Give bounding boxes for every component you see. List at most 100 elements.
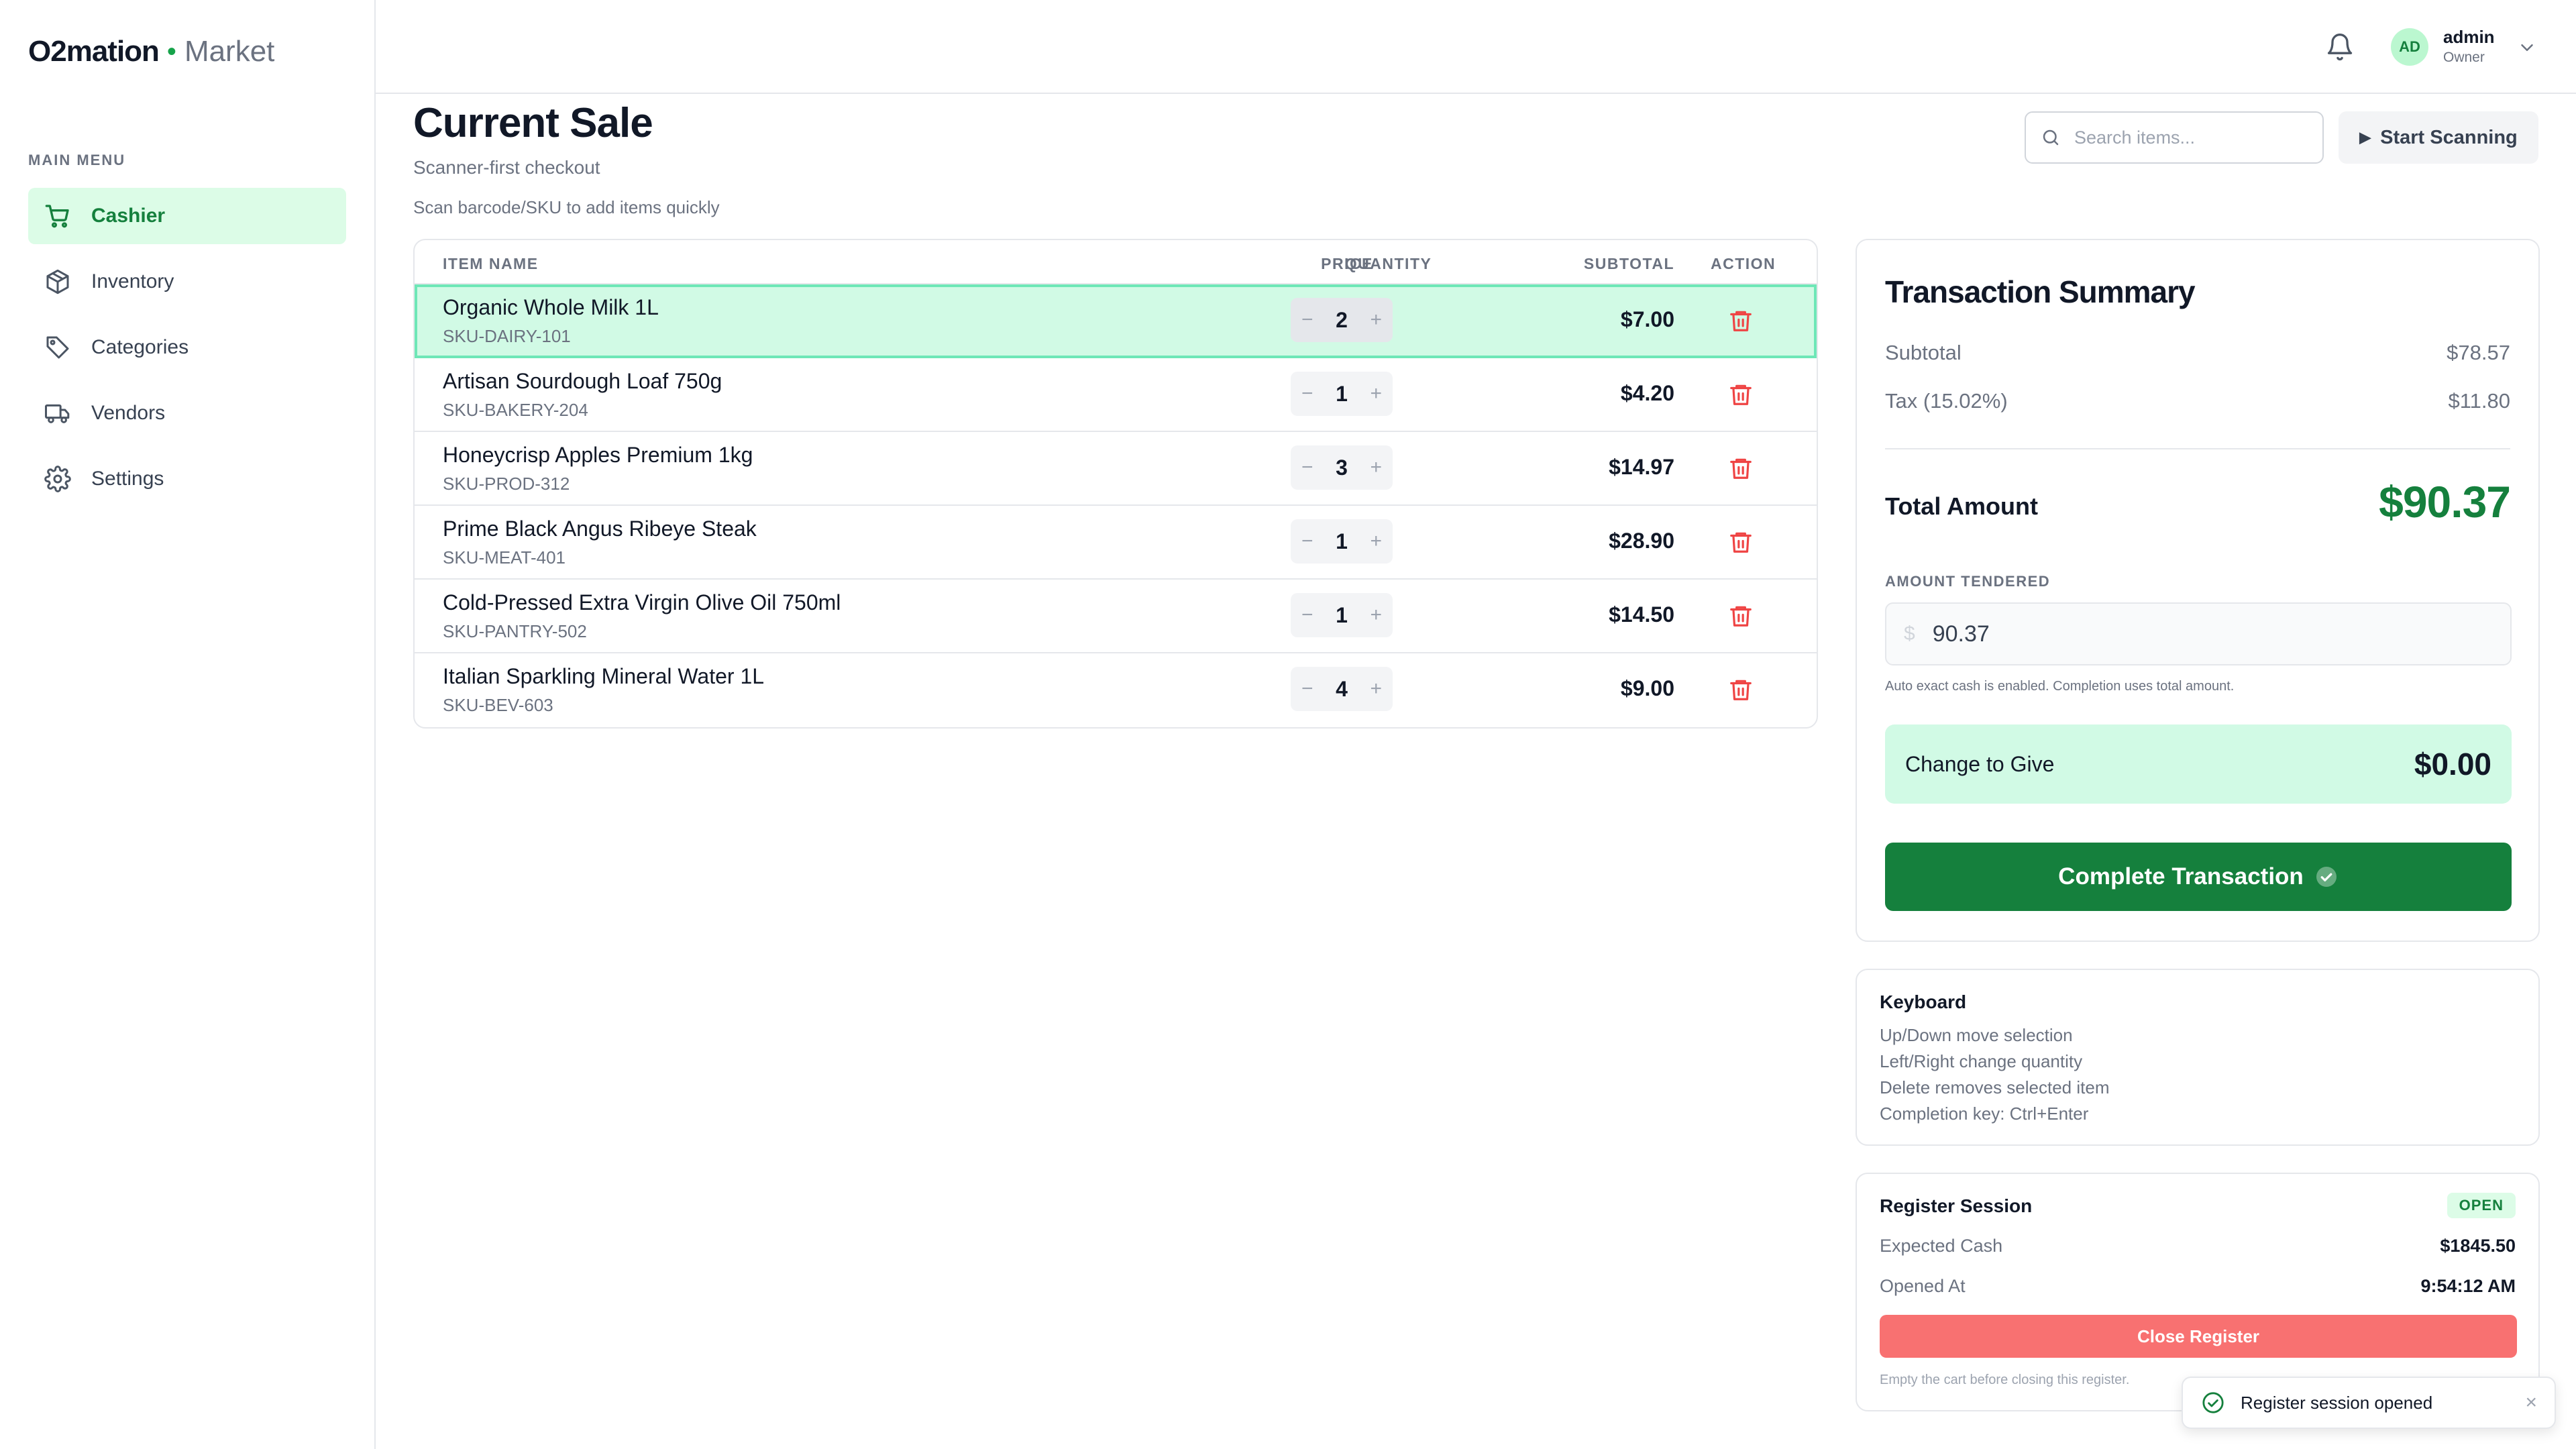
item-name: Cold-Pressed Extra Virgin Olive Oil 750m…: [443, 590, 841, 614]
amount-tendered-input[interactable]: [1932, 621, 2469, 647]
table-row[interactable]: Organic Whole Milk 1L SKU-DAIRY-101 $3.5…: [415, 284, 1817, 358]
sidebar-item-label: Inventory: [91, 270, 174, 292]
decrement-button[interactable]: −: [1301, 678, 1313, 700]
table-header: ITEM NAME PRICE QUANTITY SUBTOTAL ACTION: [415, 240, 1817, 284]
page-subtitle: Scanner-first checkout: [413, 157, 600, 178]
bell-icon[interactable]: [2325, 31, 2355, 63]
item-sku: SKU-MEAT-401: [443, 547, 566, 568]
expected-cash-label: Expected Cash: [1880, 1236, 2003, 1256]
column-header-price: PRICE: [1321, 255, 1373, 272]
sidebar-item-cashier[interactable]: Cashier: [28, 188, 346, 244]
sidebar: O2mation • Market MAIN MENU Cashier Inve…: [0, 0, 376, 1449]
table-row[interactable]: Artisan Sourdough Loaf 750g SKU-BAKERY-2…: [415, 358, 1817, 432]
trash-icon[interactable]: [1728, 381, 1754, 408]
total-amount-label: Total Amount: [1885, 492, 2038, 520]
item-subtotal: $4.20: [1620, 381, 1674, 405]
column-header-subtotal: SUBTOTAL: [1583, 255, 1674, 272]
user-name[interactable]: admin: [2443, 27, 2495, 47]
toast-message: Register session opened: [2241, 1392, 2433, 1413]
item-sku: SKU-DAIRY-101: [443, 326, 571, 346]
subtotal-line: Subtotal $78.57: [1885, 341, 2510, 365]
chevron-down-icon[interactable]: [2517, 38, 2537, 58]
brand-logo[interactable]: O2mation • Market: [28, 35, 274, 68]
decrement-button[interactable]: −: [1301, 309, 1313, 331]
increment-button[interactable]: +: [1370, 456, 1382, 478]
tendered-note: Auto exact cash is enabled. Completion u…: [1885, 679, 2235, 694]
item-subtotal: $28.90: [1609, 529, 1674, 553]
trash-icon[interactable]: [1728, 529, 1754, 555]
item-sku: SKU-PROD-312: [443, 474, 570, 494]
keyboard-hint: Delete removes selected item: [1880, 1077, 2110, 1097]
trash-icon[interactable]: [1728, 602, 1754, 629]
change-label: Change to Give: [1905, 751, 2055, 776]
increment-button[interactable]: +: [1370, 604, 1382, 626]
tax-label: Tax (15.02%): [1885, 389, 2008, 413]
search-input[interactable]: [2074, 127, 2316, 148]
quantity-stepper: − 1 +: [1291, 593, 1393, 637]
complete-transaction-button[interactable]: Complete Transaction: [1885, 843, 2512, 911]
decrement-button[interactable]: −: [1301, 456, 1313, 478]
trash-icon[interactable]: [1728, 676, 1754, 703]
decrement-button[interactable]: −: [1301, 604, 1313, 626]
keyboard-hint: Up/Down move selection: [1880, 1025, 2073, 1045]
complete-transaction-label: Complete Transaction: [2058, 863, 2304, 890]
box-icon: [44, 268, 71, 295]
subtotal-label: Subtotal: [1885, 341, 1962, 364]
column-header-item-name: ITEM NAME: [443, 255, 539, 272]
sidebar-item-settings[interactable]: Settings: [28, 451, 346, 507]
quantity-value: 1: [1336, 381, 1348, 406]
sidebar-item-label: Categories: [91, 336, 189, 358]
column-header-action: ACTION: [1711, 255, 1776, 272]
item-subtotal: $7.00: [1620, 307, 1674, 331]
sidebar-item-vendors[interactable]: Vendors: [28, 385, 346, 441]
increment-button[interactable]: +: [1370, 382, 1382, 405]
close-register-button[interactable]: Close Register: [1880, 1315, 2517, 1358]
subtotal-value: $78.57: [2447, 341, 2510, 364]
quantity-value: 2: [1336, 307, 1348, 332]
expected-cash-line: Expected Cash $1845.50: [1880, 1236, 2516, 1256]
sidebar-item-label: Vendors: [91, 402, 166, 424]
truck-icon: [44, 400, 71, 427]
item-sku: SKU-BEV-603: [443, 695, 553, 715]
user-role: Owner: [2443, 50, 2485, 65]
trash-icon[interactable]: [1728, 455, 1754, 482]
sidebar-item-inventory[interactable]: Inventory: [28, 254, 346, 310]
decrement-button[interactable]: −: [1301, 530, 1313, 552]
item-subtotal: $9.00: [1620, 676, 1674, 700]
close-icon[interactable]: ×: [2525, 1391, 2537, 1413]
cart-icon: [44, 203, 71, 229]
sidebar-item-label: Settings: [91, 468, 164, 490]
item-subtotal: $14.97: [1609, 455, 1674, 479]
play-icon: ▶: [2359, 129, 2371, 146]
total-amount-value: $90.37: [2379, 477, 2511, 527]
quantity-value: 1: [1336, 529, 1348, 553]
sidebar-item-categories[interactable]: Categories: [28, 319, 346, 376]
increment-button[interactable]: +: [1370, 678, 1382, 700]
opened-at-line: Opened At 9:54:12 AM: [1880, 1276, 2516, 1297]
search-box: [2025, 111, 2324, 164]
table-row[interactable]: Honeycrisp Apples Premium 1kg SKU-PROD-3…: [415, 432, 1817, 506]
quantity-value: 4: [1336, 676, 1348, 701]
register-session-card: Register Session OPEN Expected Cash $184…: [1856, 1173, 2540, 1411]
trash-icon[interactable]: [1728, 307, 1754, 334]
close-register-note: Empty the cart before closing this regis…: [1880, 1373, 2130, 1387]
table-row[interactable]: Italian Sparkling Mineral Water 1L SKU-B…: [415, 653, 1817, 727]
summary-divider: [1885, 448, 2510, 449]
quantity-stepper: − 2 +: [1291, 298, 1393, 342]
increment-button[interactable]: +: [1370, 309, 1382, 331]
cart-table: ITEM NAME PRICE QUANTITY SUBTOTAL ACTION…: [413, 239, 1818, 729]
start-scanning-button[interactable]: ▶ Start Scanning: [2339, 111, 2538, 164]
increment-button[interactable]: +: [1370, 530, 1382, 552]
item-sku: SKU-BAKERY-204: [443, 400, 588, 420]
quantity-value: 3: [1336, 455, 1348, 480]
opened-at-label: Opened At: [1880, 1276, 1966, 1296]
brand-dot: •: [166, 36, 176, 66]
item-name: Artisan Sourdough Loaf 750g: [443, 369, 722, 393]
avatar[interactable]: AD: [2391, 28, 2428, 66]
table-row[interactable]: Prime Black Angus Ribeye Steak SKU-MEAT-…: [415, 506, 1817, 580]
decrement-button[interactable]: −: [1301, 382, 1313, 405]
item-subtotal: $14.50: [1609, 602, 1674, 627]
quantity-stepper: − 1 +: [1291, 519, 1393, 564]
quantity-stepper: − 3 +: [1291, 445, 1393, 490]
table-row[interactable]: Cold-Pressed Extra Virgin Olive Oil 750m…: [415, 580, 1817, 653]
